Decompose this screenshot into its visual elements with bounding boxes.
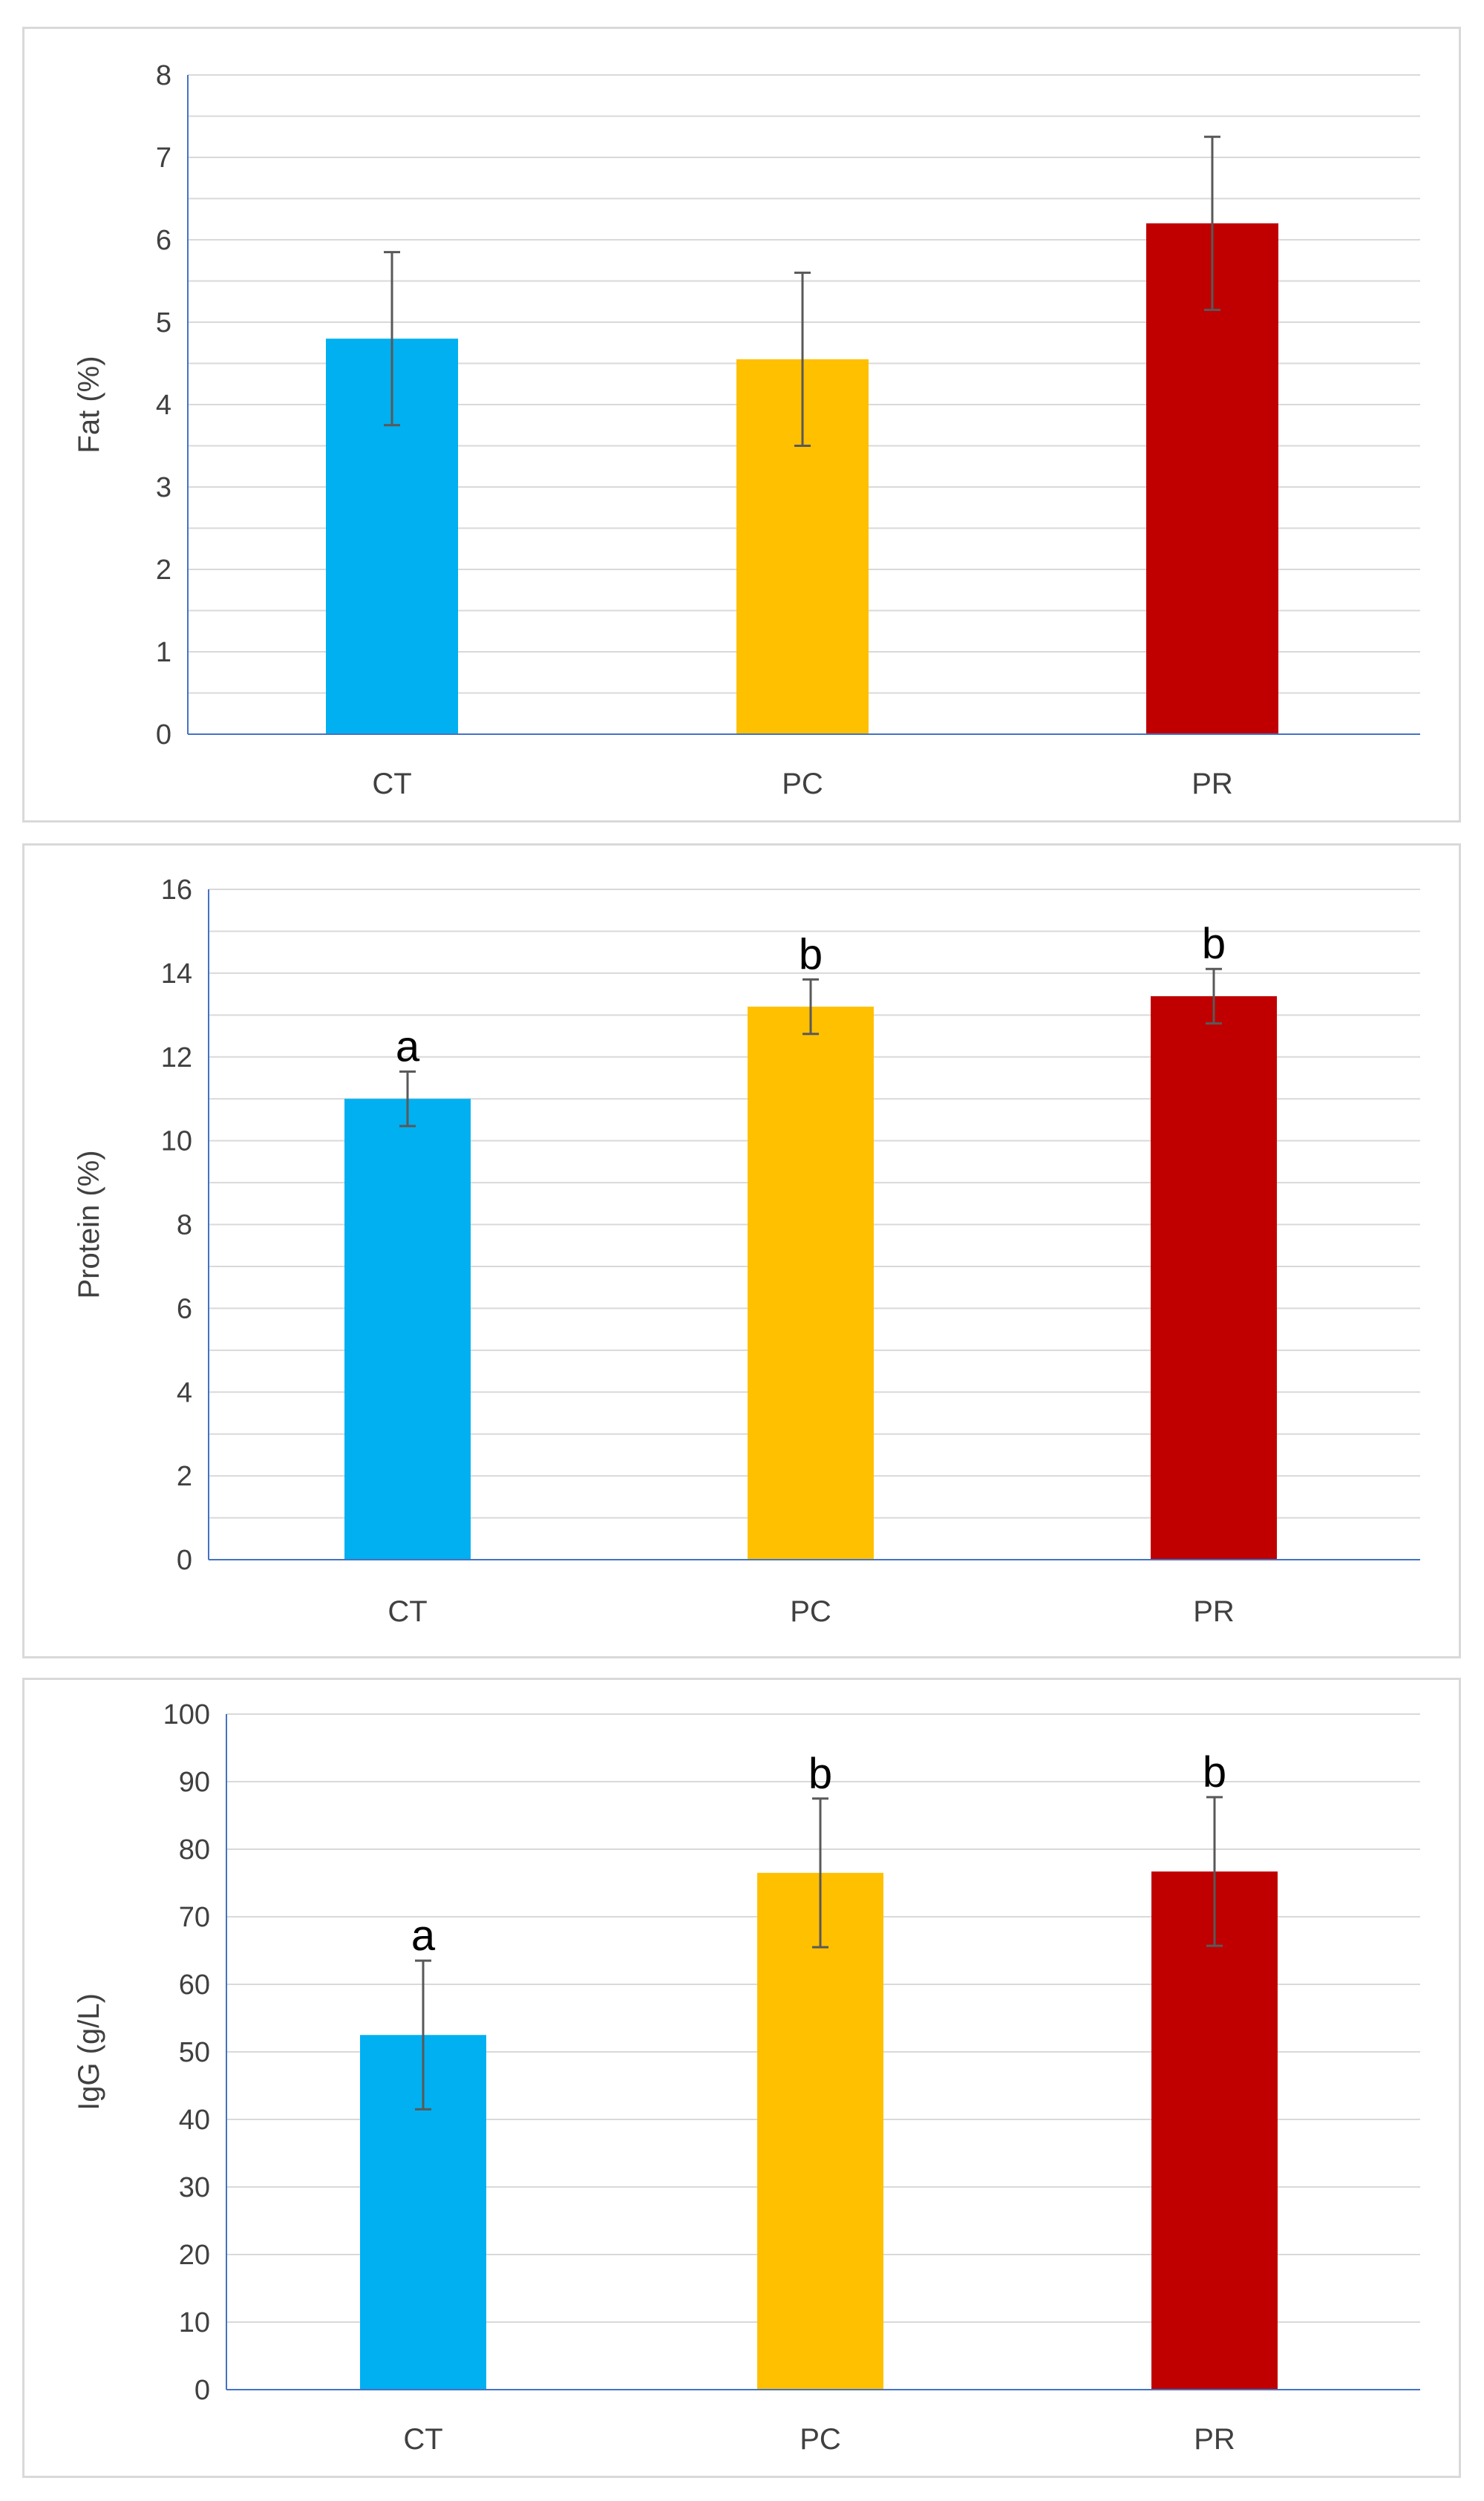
igg-chart: 0 10 20 30 40 50 60 70 80 90 100 IgG (g/L) a CT b PC b PR <box>73 1699 1420 2456</box>
x-category-label: CT <box>403 2423 442 2456</box>
x-category-label: PR <box>1192 768 1233 800</box>
x-category-label: PC <box>782 768 823 800</box>
y-tick-label: 70 <box>179 1902 210 1933</box>
y-tick-label: 8 <box>156 60 171 91</box>
significance-label: b <box>799 930 823 978</box>
fat-chart-panel: 0 1 2 3 4 5 6 7 8 Fat (%) CT PC PR <box>22 27 1461 823</box>
y-tick-label: 6 <box>156 225 171 256</box>
y-tick-label: 0 <box>195 2375 210 2406</box>
y-tick-label: 7 <box>156 143 171 174</box>
y-tick-label: 50 <box>179 2037 210 2068</box>
y-tick-label: 1 <box>156 637 171 668</box>
bar-pr <box>1151 996 1277 1560</box>
igg-chart-panel: 0 10 20 30 40 50 60 70 80 90 100 IgG (g/L) a CT b PC b PR <box>22 1678 1461 2478</box>
y-tick-label: 30 <box>179 2172 210 2203</box>
y-tick-label: 4 <box>177 1377 192 1408</box>
bar-pc <box>757 1872 883 2390</box>
y-tick-label: 20 <box>179 2240 210 2271</box>
significance-label: a <box>396 1023 420 1071</box>
y-tick-label: 80 <box>179 1834 210 1866</box>
y-axis-title: Fat (%) <box>73 356 105 453</box>
y-tick-label: 60 <box>179 1969 210 2001</box>
bar-ct <box>344 1099 471 1560</box>
y-tick-label: 10 <box>161 1126 192 1157</box>
significance-label: a <box>411 1912 436 1960</box>
y-tick-label: 2 <box>156 555 171 586</box>
y-tick-label: 14 <box>161 958 192 990</box>
y-tick-label: 100 <box>163 1699 210 1730</box>
y-tick-label: 16 <box>161 874 192 906</box>
y-tick-label: 90 <box>179 1767 210 1798</box>
x-category-label: CT <box>372 768 411 800</box>
y-tick-label: 8 <box>177 1210 192 1241</box>
significance-label: b <box>808 1750 832 1798</box>
y-tick-label: 4 <box>156 390 171 421</box>
significance-label: b <box>1203 1748 1226 1797</box>
x-category-label: PC <box>800 2423 841 2456</box>
y-tick-label: 2 <box>177 1461 192 1492</box>
y-tick-label: 12 <box>161 1042 192 1073</box>
y-tick-label: 0 <box>156 719 171 751</box>
y-tick-label: 6 <box>177 1293 192 1324</box>
fat-chart: 0 1 2 3 4 5 6 7 8 Fat (%) CT PC PR <box>73 60 1420 800</box>
y-tick-label: 0 <box>177 1545 192 1576</box>
x-category-label: PR <box>1194 2423 1235 2456</box>
significance-label: b <box>1202 920 1226 968</box>
y-axis-title: IgG (g/L) <box>73 1993 105 2111</box>
x-category-label: PR <box>1193 1595 1235 1628</box>
protein-chart: 0 2 4 6 8 10 12 14 16 Protein (%) a CT b PC b PR <box>73 874 1420 1628</box>
protein-chart-panel: 0 2 4 6 8 10 12 14 16 Protein (%) a CT b PC b PR <box>22 843 1461 1658</box>
y-tick-label: 3 <box>156 472 171 503</box>
y-tick-label: 5 <box>156 307 171 339</box>
bar-pr <box>1151 1871 1278 2390</box>
bar-pc <box>748 1007 874 1560</box>
y-axis-title: Protein (%) <box>73 1150 105 1298</box>
x-category-label: CT <box>388 1595 427 1628</box>
x-category-label: PC <box>790 1595 831 1628</box>
y-tick-label: 40 <box>179 2105 210 2136</box>
y-tick-label: 10 <box>179 2307 210 2338</box>
